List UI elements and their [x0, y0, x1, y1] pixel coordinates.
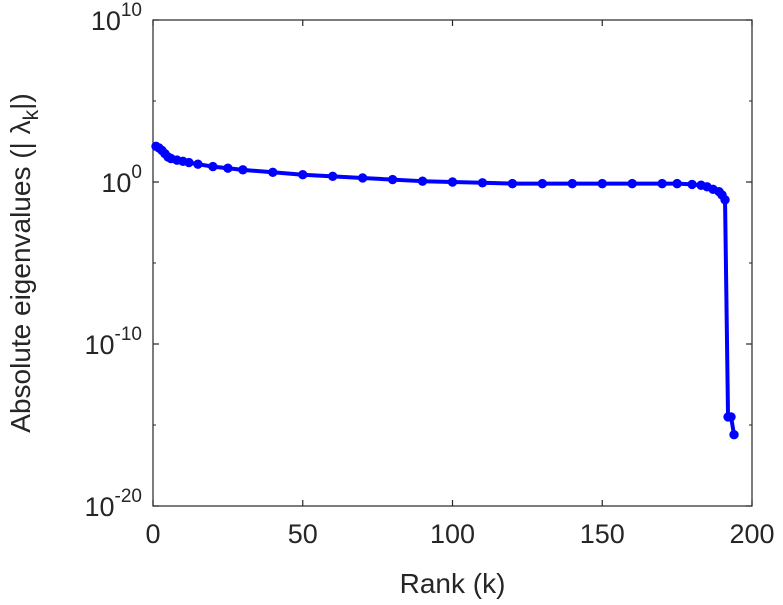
x-tick-label: 50	[288, 519, 318, 549]
data-point	[672, 178, 682, 189]
data-point	[238, 165, 248, 175]
data-point	[567, 178, 577, 189]
data-point	[507, 178, 518, 189]
y-tick-exponent: -10	[115, 324, 142, 345]
plot-area-frame	[152, 19, 753, 507]
y-axis-title-subscript: k	[20, 109, 43, 120]
y-tick-base: 10	[84, 492, 114, 522]
data-point	[208, 161, 218, 172]
x-tick-label: 200	[729, 519, 774, 549]
y-tick-label: 10-10	[84, 324, 142, 360]
x-tick-label: 0	[145, 519, 160, 549]
data-point	[193, 159, 203, 169]
data-point	[687, 179, 697, 190]
data-point	[357, 173, 368, 183]
y-axis-title-suffix: |)	[5, 93, 36, 110]
y-axis-title-symbol: λ	[5, 120, 36, 142]
y-tick-base: 10	[84, 330, 114, 360]
data-point	[657, 178, 667, 189]
data-point	[720, 195, 730, 205]
y-tick-base: 10	[91, 6, 121, 36]
y-tick-base: 10	[101, 168, 131, 198]
y-tick-exponent: -20	[115, 486, 142, 507]
y-tick-exponent: 10	[121, 0, 142, 21]
y-tick-label: 100	[101, 162, 142, 198]
data-point	[729, 430, 739, 440]
data-point	[417, 176, 428, 186]
x-axis-title: Rank (k)	[400, 568, 506, 599]
x-tick-label: 150	[580, 519, 625, 549]
y-axis-title-prefix: Absolute eigenvalues (|	[5, 142, 36, 433]
y-tick-exponent: 0	[131, 162, 142, 183]
data-point	[477, 178, 488, 188]
data-point	[184, 157, 194, 168]
data-point	[597, 178, 607, 189]
data-point	[298, 170, 308, 180]
data-point	[447, 177, 458, 187]
series-line	[155, 144, 737, 436]
data-point	[627, 178, 637, 189]
data-point	[537, 178, 548, 189]
data-point	[726, 412, 736, 422]
data-point	[223, 163, 233, 173]
data-point	[328, 171, 338, 182]
y-tick-label: 1010	[91, 0, 142, 36]
x-tick-label: 100	[430, 519, 475, 549]
y-axis-title: Absolute eigenvalues (| λk|)	[5, 93, 43, 432]
data-point	[387, 174, 398, 185]
y-tick-label: 10-20	[84, 486, 142, 522]
data-point	[268, 167, 278, 177]
